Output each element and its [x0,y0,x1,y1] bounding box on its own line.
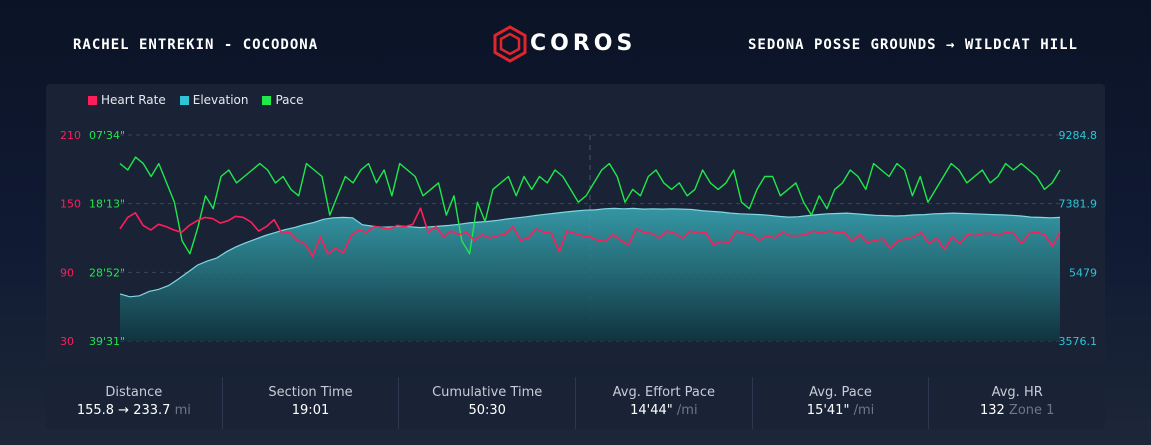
elevation-axis-tick-label: 3576.1 [1059,335,1098,348]
stat-unit: mi [174,403,191,418]
athlete-title: RACHEL ENTREKIN - COCODONA [73,37,319,53]
hr-axis-tick-label: 210 [60,129,81,142]
legend-item-pace: Pace [262,93,304,107]
brand-name: COROS [530,31,637,56]
legend-label: Elevation [192,93,249,107]
stat-avg-effort-pace: Avg. Effort Pace 14'44" /mi [576,377,753,429]
stat-number: 155.8 → 233.7 [76,403,171,418]
elevation-axis-tick-label: 5479 [1069,266,1097,279]
elevation-axis-tick-label: 9284.8 [1059,129,1098,142]
stat-unit: /mi [853,403,875,418]
hr-axis-tick-label: 30 [60,335,74,348]
stat-distance: Distance 155.8 → 233.7 mi [46,377,223,429]
legend-swatch-heart-rate [88,95,97,105]
pace-axis-tick-label: 18'13" [89,198,125,211]
legend-item-heart-rate: Heart Rate [88,93,166,107]
stat-number: 50:30 [468,403,506,418]
stat-value: 50:30 [399,403,575,418]
stats-bar: Distance 155.8 → 233.7 mi Section Time 1… [46,377,1105,429]
stat-value: 14'44" /mi [576,403,752,418]
pace-axis-tick-label: 07'34" [89,129,125,142]
chart-svg: 210 07'34" 9284.8 150 18'13" 7381.9 90 28'52" 54… [60,129,1098,348]
chart-legend: Heart Rate Elevation Pace [88,93,304,107]
stat-cumulative-time: Cumulative Time 50:30 [399,377,577,429]
pace-axis-tick-label: 28'52" [89,266,125,279]
pace-line [119,156,1061,255]
legend-label: Heart Rate [101,93,166,107]
stat-unit: /mi [676,403,698,418]
elevation-area [120,208,1060,341]
stat-value: 15'41" /mi [753,403,929,418]
stat-number: 14'44" [630,403,673,418]
legend-item-elevation: Elevation [179,93,249,107]
stat-unit: Zone 1 [1008,403,1055,418]
route-title: SEDONA POSSE GROUNDS → WILDCAT HILL [747,37,1078,53]
stat-number: 15'41" [806,403,850,418]
coros-logo: COROS [490,24,650,64]
stat-label: Avg. Pace [809,385,872,400]
stat-number: 132 [979,403,1005,418]
chart-panel: 210 07'34" 9284.8 150 18'13" 7381.9 90 28'52" 54… [46,84,1105,366]
stat-label: Avg. Effort Pace [612,385,716,400]
stat-avg-pace: Avg. Pace 15'41" /mi [753,377,930,429]
heart-rate-line [119,207,1061,258]
stat-label: Distance [105,385,163,400]
stat-avg-hr: Avg. HR 132 Zone 1 [929,377,1105,429]
stat-label: Cumulative Time [432,385,543,400]
stat-label: Avg. HR [991,385,1043,400]
stat-section-time: Section Time 19:01 [223,377,400,429]
coros-hexagon-icon [493,25,527,63]
legend-label: Pace [275,93,304,107]
stat-number: 19:01 [291,403,330,418]
stat-value: 19:01 [223,403,399,418]
elevation-line [119,207,1061,298]
stat-value: 132 Zone 1 [929,403,1105,418]
elevation-axis-tick-label: 7381.9 [1059,198,1098,211]
legend-swatch-pace [262,95,272,105]
stat-value: 155.8 → 233.7 mi [46,403,222,418]
hr-axis-tick-label: 90 [60,266,74,279]
pace-axis-tick-label: 39'31" [89,335,125,348]
legend-swatch-elevation [179,95,189,105]
stat-label: Section Time [268,385,353,400]
hr-axis-tick-label: 150 [60,198,81,211]
header: RACHEL ENTREKIN - COCODONA COROS SEDONA … [0,0,1151,80]
